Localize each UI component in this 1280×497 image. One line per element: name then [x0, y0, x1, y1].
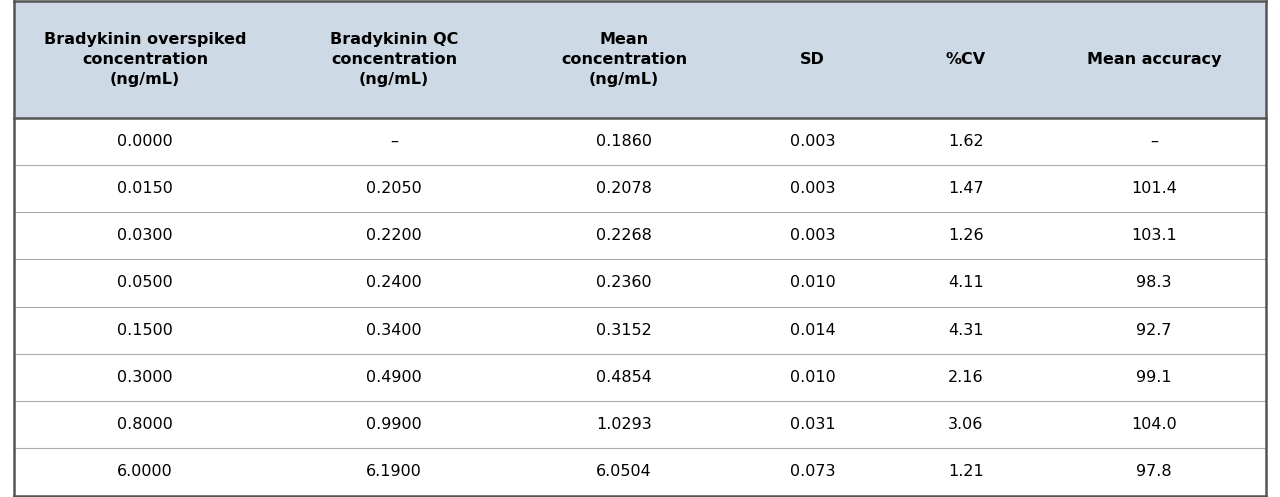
Text: 0.073: 0.073	[790, 465, 835, 480]
Text: 97.8: 97.8	[1137, 465, 1172, 480]
Bar	[14, 1, 1266, 117]
Text: 4.11: 4.11	[947, 275, 983, 290]
Text: 0.3400: 0.3400	[366, 323, 422, 337]
Text: 6.0504: 6.0504	[596, 465, 652, 480]
Text: 0.2268: 0.2268	[596, 228, 652, 243]
Text: 3.06: 3.06	[948, 417, 983, 432]
Text: 0.031: 0.031	[790, 417, 836, 432]
Text: 0.2360: 0.2360	[596, 275, 652, 290]
Text: %CV: %CV	[946, 52, 986, 67]
Text: 0.4854: 0.4854	[596, 370, 652, 385]
Text: 1.26: 1.26	[948, 228, 983, 243]
Text: 0.010: 0.010	[790, 275, 836, 290]
Text: 0.003: 0.003	[790, 181, 835, 196]
Text: 92.7: 92.7	[1137, 323, 1171, 337]
Text: 1.21: 1.21	[947, 465, 983, 480]
Text: 98.3: 98.3	[1137, 275, 1171, 290]
Text: 1.47: 1.47	[948, 181, 983, 196]
Text: 101.4: 101.4	[1132, 181, 1178, 196]
Text: 0.2200: 0.2200	[366, 228, 422, 243]
Text: 104.0: 104.0	[1132, 417, 1176, 432]
Text: 1.62: 1.62	[948, 134, 983, 149]
Text: 0.2078: 0.2078	[596, 181, 652, 196]
Text: Bradykinin QC
concentration
(ng/mL): Bradykinin QC concentration (ng/mL)	[330, 32, 458, 87]
Text: Mean
concentration
(ng/mL): Mean concentration (ng/mL)	[561, 32, 687, 87]
Text: 0.3152: 0.3152	[596, 323, 652, 337]
Text: 0.0300: 0.0300	[118, 228, 173, 243]
Text: 6.1900: 6.1900	[366, 465, 422, 480]
Text: 0.003: 0.003	[790, 134, 835, 149]
Text: 0.8000: 0.8000	[118, 417, 173, 432]
Text: 0.1860: 0.1860	[596, 134, 652, 149]
Text: 0.2400: 0.2400	[366, 275, 422, 290]
Text: 0.4900: 0.4900	[366, 370, 422, 385]
Text: Mean accuracy: Mean accuracy	[1087, 52, 1221, 67]
Text: 0.003: 0.003	[790, 228, 835, 243]
Text: Bradykinin overspiked
concentration
(ng/mL): Bradykinin overspiked concentration (ng/…	[44, 32, 246, 87]
Text: 0.9900: 0.9900	[366, 417, 422, 432]
Text: 0.014: 0.014	[790, 323, 836, 337]
Text: 99.1: 99.1	[1137, 370, 1172, 385]
Text: 0.3000: 0.3000	[118, 370, 173, 385]
Text: SD: SD	[800, 52, 824, 67]
Text: –: –	[1151, 134, 1158, 149]
Text: 0.0500: 0.0500	[118, 275, 173, 290]
Text: 0.010: 0.010	[790, 370, 836, 385]
Text: 4.31: 4.31	[948, 323, 983, 337]
Text: 6.0000: 6.0000	[118, 465, 173, 480]
Text: 0.1500: 0.1500	[118, 323, 173, 337]
Text: 2.16: 2.16	[948, 370, 983, 385]
Text: 103.1: 103.1	[1132, 228, 1176, 243]
Text: –: –	[390, 134, 398, 149]
Text: 0.2050: 0.2050	[366, 181, 422, 196]
Text: 0.0000: 0.0000	[118, 134, 173, 149]
Text: 0.0150: 0.0150	[118, 181, 173, 196]
Text: 1.0293: 1.0293	[596, 417, 652, 432]
